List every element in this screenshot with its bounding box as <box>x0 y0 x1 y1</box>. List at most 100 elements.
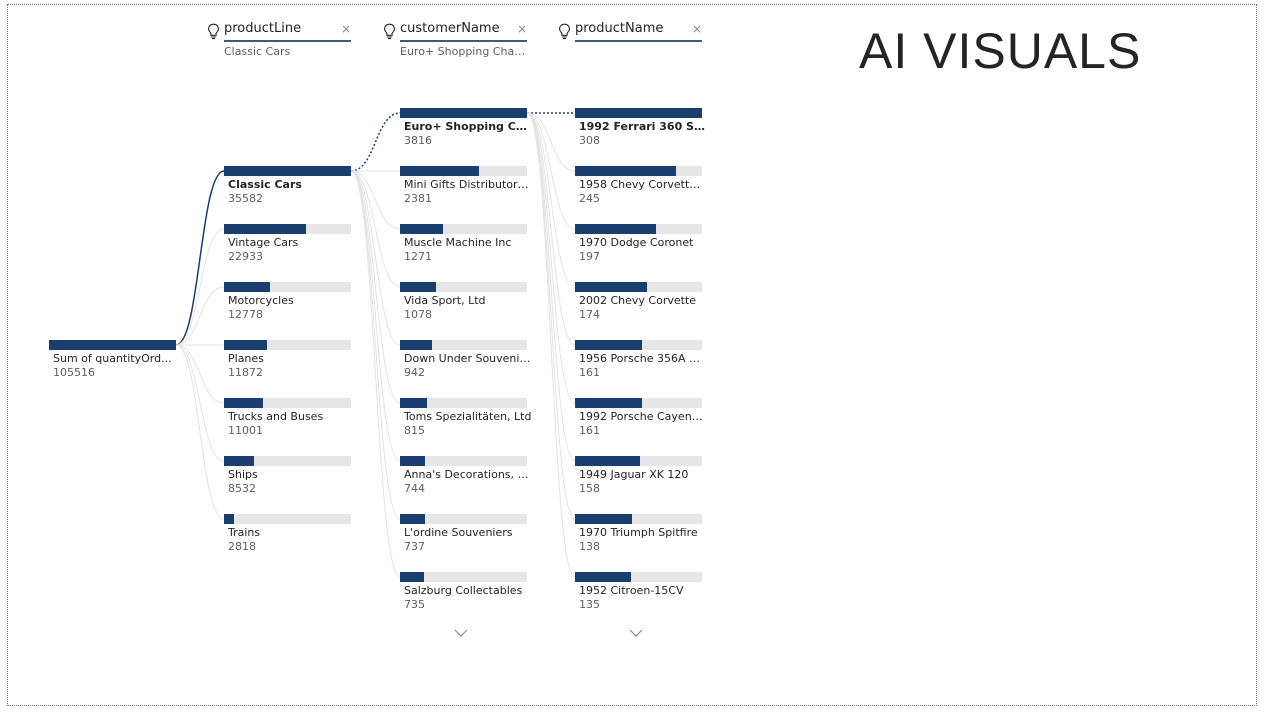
root-node[interactable]: Sum of quantityOrd... 105516 <box>49 340 176 384</box>
bar-track <box>224 340 351 350</box>
lightbulb-icon[interactable] <box>383 23 396 40</box>
node-label: Planes <box>228 352 264 365</box>
node-label: Toms Spezialitäten, Ltd <box>404 410 532 423</box>
node-value: 11872 <box>228 366 263 379</box>
bar-track <box>224 514 351 524</box>
node-label: 1970 Triumph Spitfire <box>579 526 698 539</box>
bar-fill <box>224 398 263 408</box>
node-label: 1949 Jaguar XK 120 <box>579 468 689 481</box>
node-customername-4[interactable]: Down Under Souvenie... 942 <box>400 340 532 384</box>
bar-fill <box>400 282 436 292</box>
bar-fill <box>575 282 647 292</box>
node-label: 1992 Ferrari 360 Spi... <box>579 120 707 133</box>
bar-track <box>400 398 527 408</box>
level-field-name[interactable]: productName <box>575 21 664 36</box>
node-value: 815 <box>404 424 425 437</box>
node-value: 3816 <box>404 134 432 147</box>
node-label: Mini Gifts Distributors... <box>404 178 532 191</box>
node-label: Down Under Souvenie... <box>404 352 532 365</box>
node-productname-6[interactable]: 1949 Jaguar XK 120 158 <box>575 456 702 500</box>
node-label: Anna's Decorations, Ltd <box>404 468 532 481</box>
node-label: Trucks and Buses <box>228 410 324 423</box>
node-productname-3[interactable]: 2002 Chevy Corvette 174 <box>575 282 702 326</box>
bar-fill <box>575 340 642 350</box>
node-customername-7[interactable]: L'ordine Souveniers 737 <box>400 514 527 558</box>
node-label: Classic Cars <box>228 178 302 191</box>
node-value: 174 <box>579 308 600 321</box>
node-value: 737 <box>404 540 425 553</box>
node-productline-4[interactable]: Trucks and Buses 11001 <box>224 398 351 442</box>
node-value: 105516 <box>53 366 95 379</box>
level-field-name[interactable]: customerName <box>400 21 500 36</box>
bar-fill <box>400 398 427 408</box>
bar-track <box>400 282 527 292</box>
node-productline-6[interactable]: Trains 2818 <box>224 514 351 558</box>
lightbulb-icon[interactable] <box>207 23 220 40</box>
node-label: 1970 Dodge Coronet <box>579 236 694 249</box>
node-productline-0[interactable]: Classic Cars 35582 <box>224 166 351 210</box>
level-underline <box>575 40 702 42</box>
node-label: Muscle Machine Inc <box>404 236 512 249</box>
node-label: Ships <box>228 468 258 481</box>
level-selected-value: Euro+ Shopping Chan... <box>400 45 530 58</box>
node-value: 308 <box>579 134 600 147</box>
node-customername-1[interactable]: Mini Gifts Distributors... 2381 <box>400 166 532 210</box>
node-value: 2818 <box>228 540 256 553</box>
node-label: Sum of quantityOrd... <box>53 352 172 365</box>
bar-fill <box>400 572 424 582</box>
node-productline-5[interactable]: Ships 8532 <box>224 456 351 500</box>
node-customername-3[interactable]: Vida Sport, Ltd 1078 <box>400 282 527 326</box>
level-underline <box>224 40 351 42</box>
node-productname-7[interactable]: 1970 Triumph Spitfire 138 <box>575 514 702 558</box>
close-icon[interactable]: × <box>341 22 352 36</box>
node-customername-6[interactable]: Anna's Decorations, Ltd 744 <box>400 456 532 500</box>
node-productline-2[interactable]: Motorcycles 12778 <box>224 282 351 326</box>
bar-fill <box>49 340 176 350</box>
node-customername-2[interactable]: Muscle Machine Inc 1271 <box>400 224 527 268</box>
level-field-name[interactable]: productLine <box>224 21 302 36</box>
bar-track <box>224 398 351 408</box>
bar-track <box>400 456 527 466</box>
bar-fill <box>224 456 254 466</box>
node-value: 158 <box>579 482 600 495</box>
bar-fill <box>575 572 631 582</box>
bar-fill <box>400 456 425 466</box>
bar-track <box>400 340 527 350</box>
bar-track <box>224 456 351 466</box>
node-productname-0[interactable]: 1992 Ferrari 360 Spi... 308 <box>575 108 707 152</box>
bar-fill <box>224 340 267 350</box>
node-label: 2002 Chevy Corvette <box>579 294 697 307</box>
node-label: Salzburg Collectables <box>404 584 523 597</box>
node-productname-2[interactable]: 1970 Dodge Coronet 197 <box>575 224 702 268</box>
close-icon[interactable]: × <box>692 22 703 36</box>
node-customername-0[interactable]: Euro+ Shopping Cha... 3816 <box>400 108 532 152</box>
node-value: 8532 <box>228 482 256 495</box>
bar-fill <box>575 224 656 234</box>
node-label: Motorcycles <box>228 294 294 307</box>
node-label: Vida Sport, Ltd <box>404 294 486 307</box>
node-value: 942 <box>404 366 425 379</box>
lightbulb-icon[interactable] <box>558 23 571 40</box>
node-customername-8[interactable]: Salzburg Collectables 735 <box>400 572 527 616</box>
node-productline-1[interactable]: Vintage Cars 22933 <box>224 224 351 268</box>
close-icon[interactable]: × <box>517 22 528 36</box>
chevron-down-icon[interactable] <box>628 628 644 638</box>
node-productline-3[interactable]: Planes 11872 <box>224 340 351 384</box>
level-selected-value: Classic Cars <box>224 45 291 58</box>
node-value: 197 <box>579 250 600 263</box>
node-productname-1[interactable]: 1958 Chevy Corvette L... 245 <box>575 166 707 210</box>
bar-fill <box>400 514 425 524</box>
node-value: 161 <box>579 424 600 437</box>
node-productname-5[interactable]: 1992 Porsche Cayenn... 161 <box>575 398 707 442</box>
node-customername-5[interactable]: Toms Spezialitäten, Ltd 815 <box>400 398 531 442</box>
node-productname-8[interactable]: 1952 Citroen-15CV 135 <box>575 572 702 616</box>
bar-fill <box>575 514 632 524</box>
node-value: 35582 <box>228 192 263 205</box>
bar-fill <box>224 282 270 292</box>
bar-fill <box>575 108 702 118</box>
node-label: 1956 Porsche 356A Co... <box>579 352 707 365</box>
node-productname-4[interactable]: 1956 Porsche 356A Co... 161 <box>575 340 707 384</box>
chevron-down-icon[interactable] <box>453 628 469 638</box>
bar-fill <box>400 224 443 234</box>
node-value: 135 <box>579 598 600 611</box>
